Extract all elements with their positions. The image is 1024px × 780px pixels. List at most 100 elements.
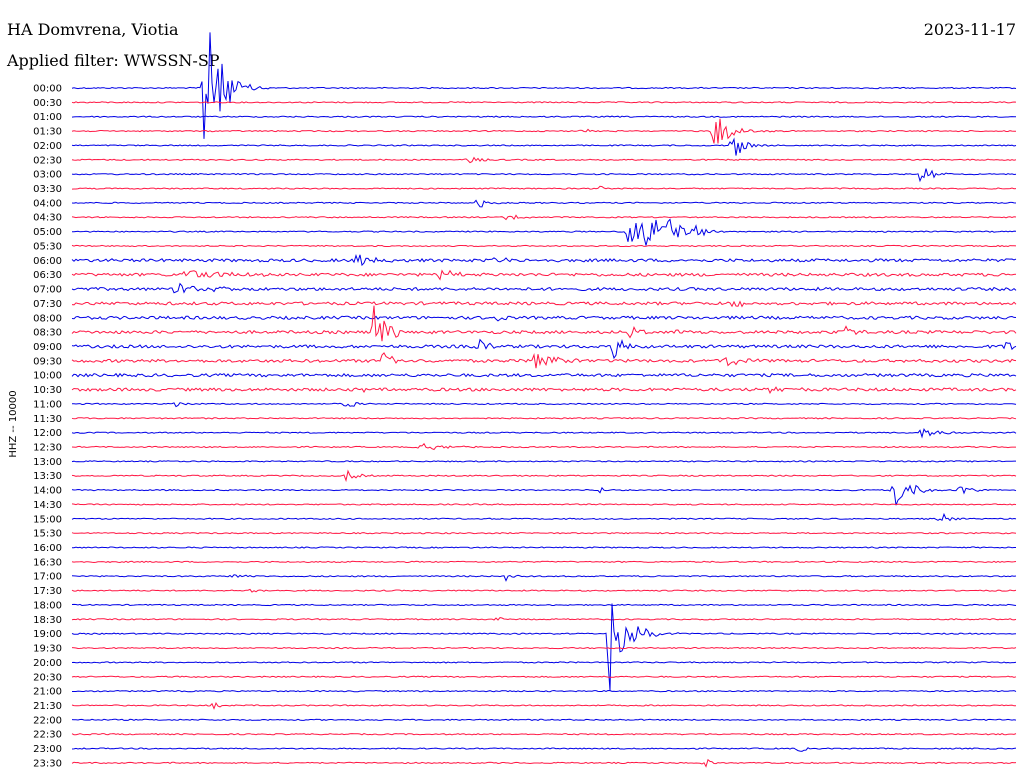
row-time-label: 02:00 (33, 141, 62, 152)
row-time-label: 01:30 (33, 127, 62, 138)
row-time-label: 22:00 (33, 715, 62, 726)
row-time-label: 05:30 (33, 241, 62, 252)
row-time-label: 03:30 (33, 184, 62, 195)
trace-line (71, 733, 1017, 736)
trace-line (71, 603, 1017, 607)
trace-line (71, 269, 1017, 281)
row-time-label: 17:00 (33, 572, 62, 583)
trace-line (71, 352, 1017, 369)
row-time-label: 13:00 (33, 457, 62, 468)
trace-line (71, 747, 1017, 752)
row-time-label: 08:00 (33, 313, 62, 324)
trace-line (71, 101, 1017, 104)
row-time-label: 05:00 (33, 227, 62, 238)
channel-label: HHZ -- 10000 (8, 390, 19, 457)
trace-line (71, 460, 1016, 463)
row-time-label: 20:00 (33, 658, 62, 669)
trace-line (71, 661, 1017, 664)
trace-line (71, 617, 1017, 621)
trace-line (71, 758, 1017, 768)
row-time-label: 01:00 (33, 112, 62, 123)
row-time-label: 04:30 (33, 213, 62, 224)
trace-line (71, 417, 1017, 420)
trace-line (71, 718, 1017, 721)
trace-line (71, 168, 1017, 183)
row-time-label: 19:00 (33, 629, 62, 640)
row-time-label: 14:30 (33, 500, 62, 511)
station-title: HA Domvrena, Viotia (7, 20, 179, 39)
row-time-label: 09:00 (33, 342, 62, 353)
trace-line (71, 503, 1017, 506)
row-time-label: 10:00 (33, 371, 62, 382)
trace-line (71, 338, 1017, 360)
trace-line (71, 214, 1017, 221)
trace-line (71, 532, 1017, 535)
row-time-label: 06:00 (33, 256, 62, 267)
trace-line (71, 546, 1016, 549)
row-time-label: 00:30 (33, 98, 62, 109)
row-time-label: 16:30 (33, 557, 62, 568)
row-time-label: 21:30 (33, 701, 62, 712)
row-time-label: 14:00 (33, 486, 62, 497)
row-time-label: 00:00 (33, 84, 62, 95)
trace-line (71, 675, 1017, 678)
row-time-label: 12:30 (33, 443, 62, 454)
trace-line (71, 282, 1017, 294)
trace-line (71, 218, 1017, 246)
row-time-label: 08:30 (33, 328, 62, 339)
row-time-label: 22:30 (33, 730, 62, 741)
trace-line (71, 469, 1017, 483)
trace-line (72, 402, 1017, 408)
trace-line (71, 199, 1017, 208)
trace-line (71, 512, 1017, 522)
row-time-label: 16:00 (33, 543, 62, 554)
filter-label: Applied filter: WWSSN-SP (7, 51, 220, 70)
row-time-label: 10:30 (33, 385, 62, 396)
row-time-label: 07:00 (33, 285, 62, 296)
trace-line (71, 156, 1017, 164)
row-time-label: 11:30 (33, 414, 62, 425)
trace-line (71, 115, 1017, 118)
row-time-label: 12:00 (33, 428, 62, 439)
row-time-label: 07:30 (33, 299, 62, 310)
trace-group (71, 32, 1017, 768)
row-time-label: 06:30 (33, 270, 62, 281)
trace-line (71, 244, 1017, 248)
trace-line (71, 484, 1017, 506)
row-label-group: 00:00 00:30 01:00 01:30 02:00 02:30 03:00 03:30… (33, 84, 62, 770)
trace-line (71, 428, 1017, 439)
row-time-label: 04:00 (33, 198, 62, 209)
trace-line (71, 137, 1017, 156)
trace-line (71, 185, 1017, 190)
row-time-label: 03:00 (33, 170, 62, 181)
row-time-label: 02:30 (33, 155, 62, 166)
row-time-label: 19:30 (33, 644, 62, 655)
trace-line (71, 118, 1016, 144)
row-time-label: 13:30 (33, 471, 62, 482)
trace-line (71, 253, 1017, 267)
trace-line (71, 574, 1017, 582)
trace-line (71, 603, 1017, 691)
row-time-label: 20:30 (33, 672, 62, 683)
row-time-label: 18:30 (33, 615, 62, 626)
trace-line (71, 646, 1017, 650)
row-time-label: 09:30 (33, 356, 62, 367)
row-time-label: 15:00 (33, 514, 62, 525)
trace-line (71, 372, 1017, 378)
row-time-label: 17:30 (33, 586, 62, 597)
row-time-label: 23:00 (33, 744, 62, 755)
trace-line (71, 560, 1017, 564)
trace-line (71, 300, 1017, 308)
trace-line (71, 32, 1017, 139)
trace-line (72, 689, 1017, 693)
trace-line (71, 702, 1017, 710)
row-time-label: 21:00 (33, 687, 62, 698)
trace-line (71, 588, 1017, 593)
row-time-label: 11:00 (33, 399, 62, 410)
trace-line (71, 305, 1017, 342)
row-time-label: 23:30 (33, 758, 62, 769)
row-time-label: 15:30 (33, 529, 62, 540)
trace-line (71, 442, 1016, 451)
trace-line (71, 386, 1017, 395)
date-label: 2023-11-17 (923, 20, 1016, 39)
